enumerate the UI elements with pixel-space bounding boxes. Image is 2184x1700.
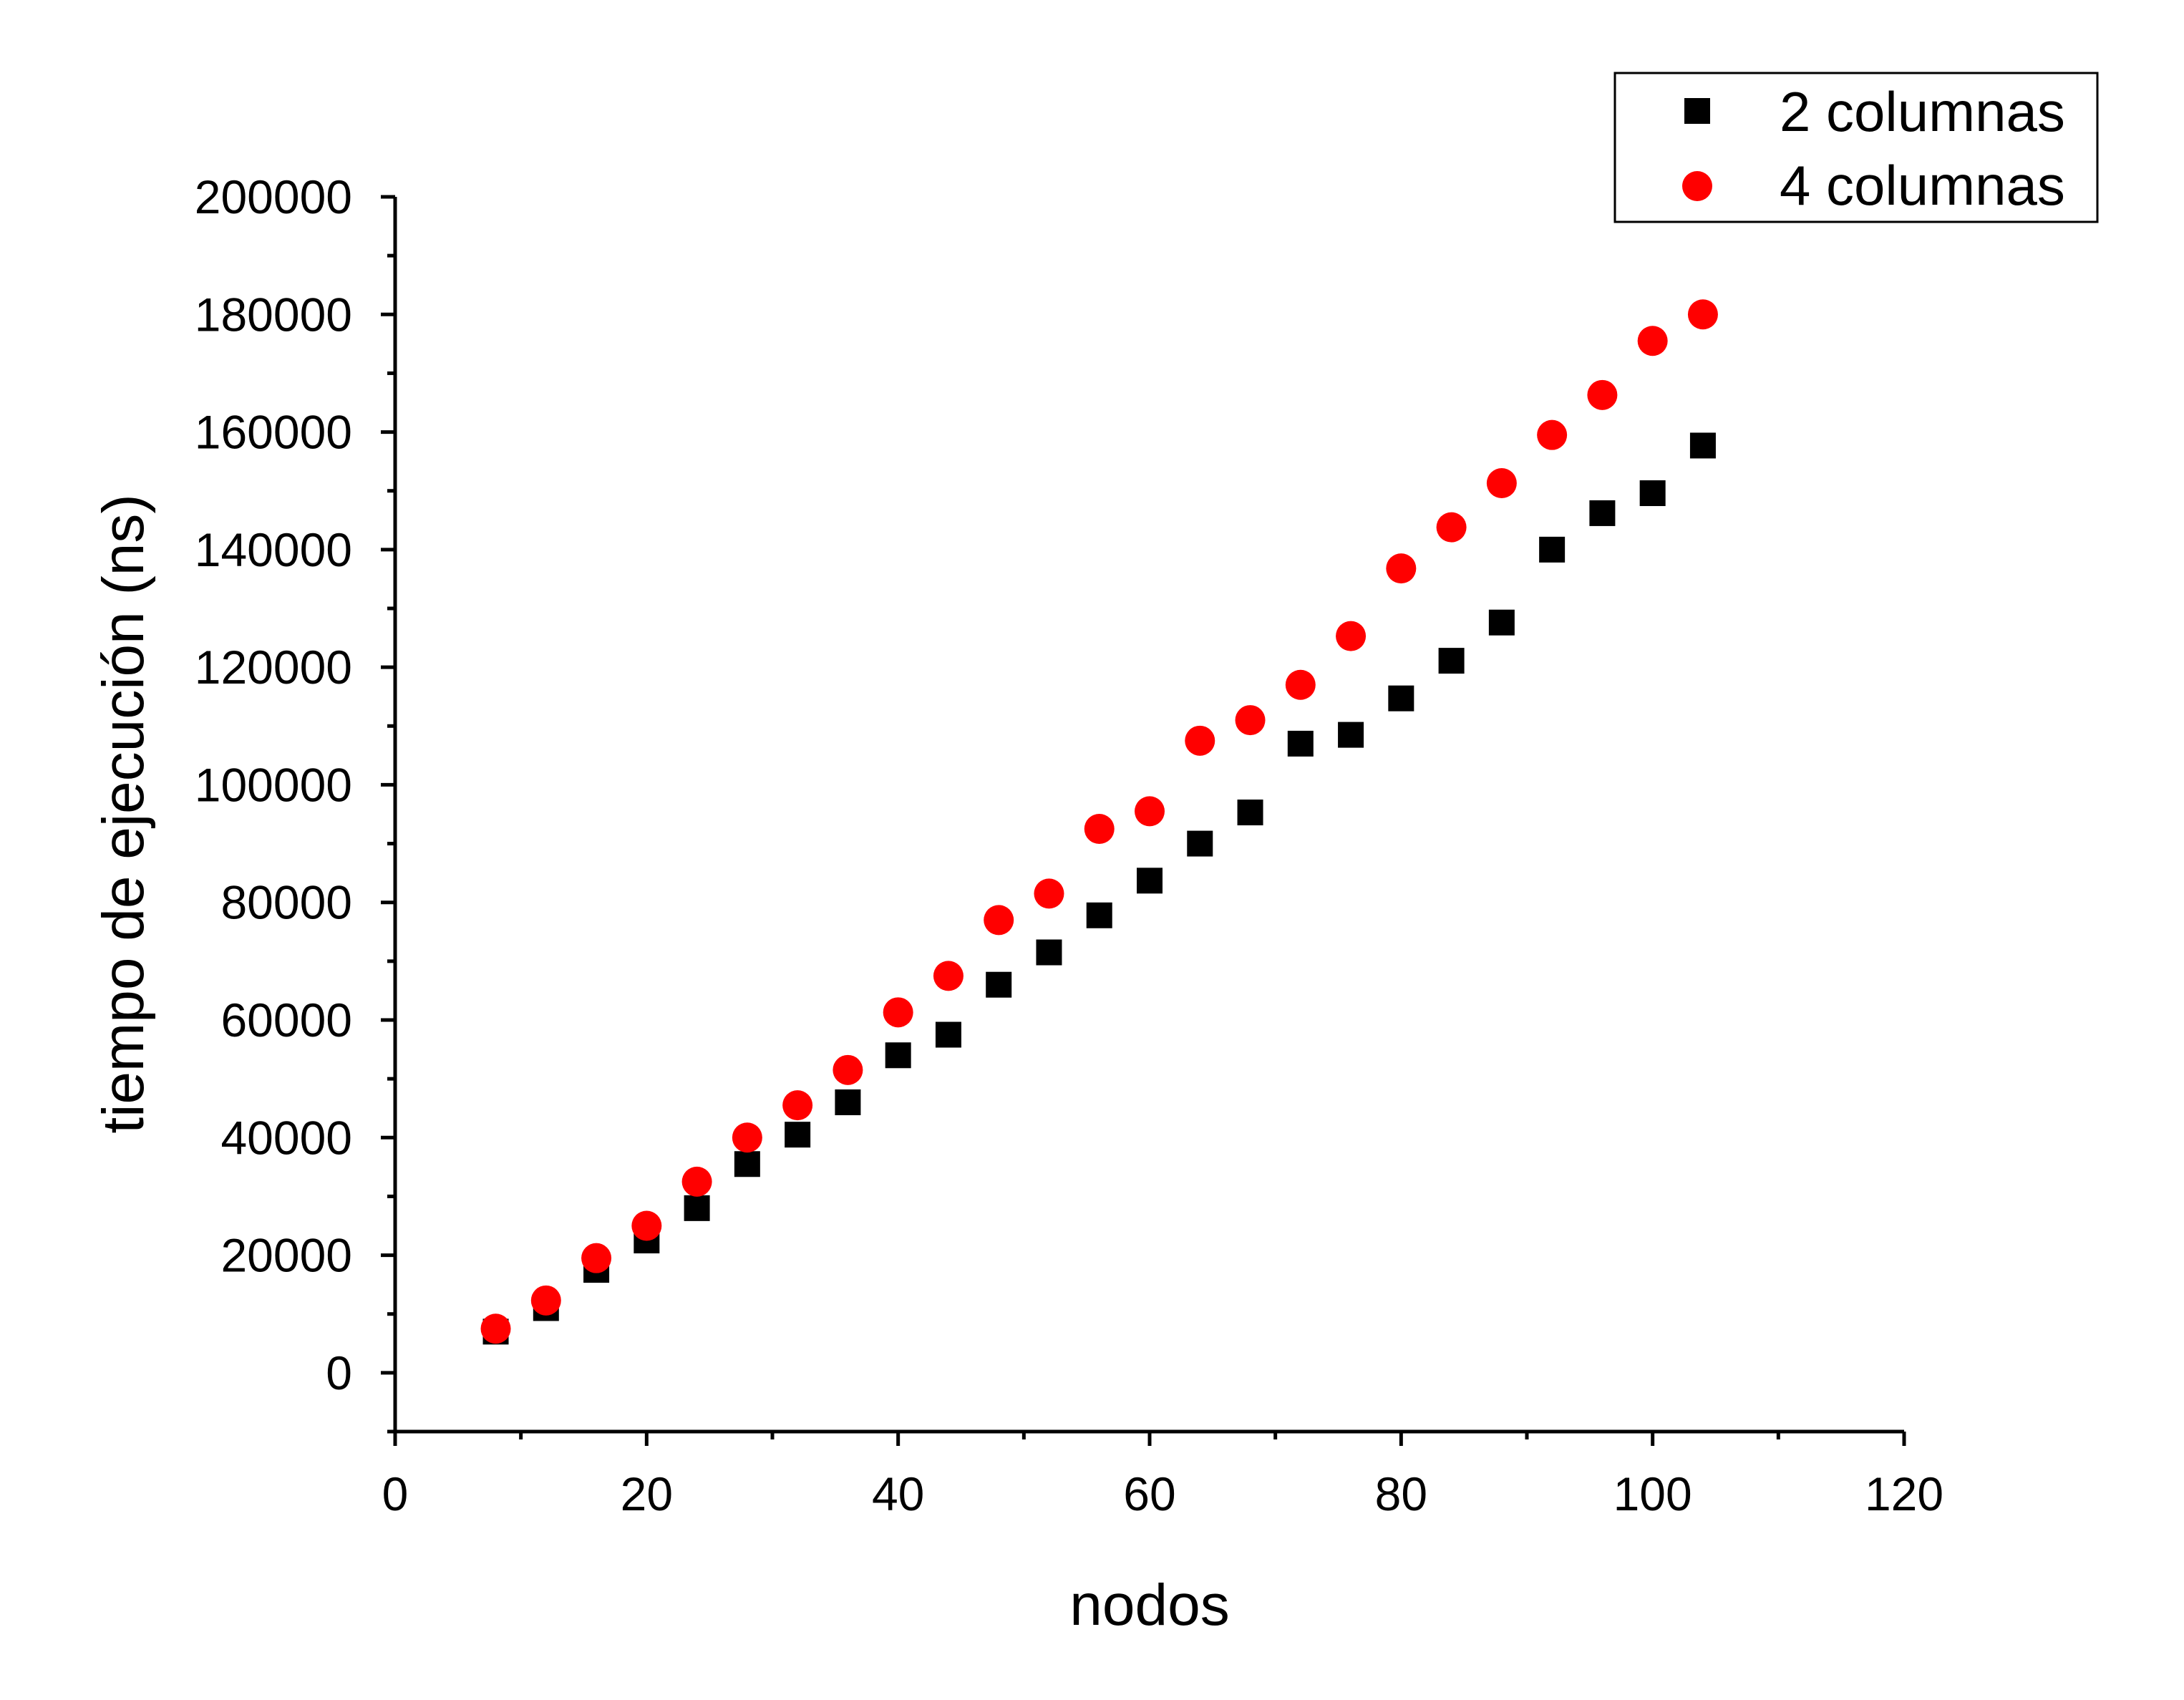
data-point-circle <box>681 1166 712 1197</box>
data-points <box>480 299 1718 1345</box>
data-point-square <box>1137 868 1163 894</box>
data-point-square <box>1086 902 1112 928</box>
data-point-circle <box>1084 814 1115 845</box>
data-point-square <box>1237 800 1263 826</box>
data-point-circle <box>1386 553 1417 584</box>
data-point-circle <box>530 1285 561 1316</box>
y-tick-label: 100000 <box>195 758 352 811</box>
data-point-circle <box>732 1122 762 1153</box>
data-point-circle <box>1185 725 1215 756</box>
data-point-circle <box>1336 621 1367 651</box>
data-point-circle <box>883 997 913 1028</box>
data-point-circle <box>581 1243 612 1273</box>
legend-marker-2-columnas <box>1684 98 1710 124</box>
x-tick-label: 80 <box>1375 1467 1427 1520</box>
data-point-square <box>1689 432 1716 459</box>
data-point-square <box>1589 500 1616 526</box>
data-point-square <box>684 1195 710 1221</box>
x-tick-label: 60 <box>1123 1467 1175 1520</box>
data-point-square <box>885 1042 911 1069</box>
legend: 2 columnas 4 columnas <box>1613 72 2099 223</box>
data-point-square <box>1639 480 1666 506</box>
y-tick-label: 140000 <box>195 523 352 576</box>
data-point-square <box>986 971 1012 998</box>
y-tick-label: 200000 <box>195 170 352 223</box>
y-tick-label: 0 <box>326 1346 352 1399</box>
y-tick-label: 120000 <box>195 641 352 694</box>
y-tick-label: 180000 <box>195 288 352 341</box>
data-point-circle <box>631 1210 662 1241</box>
x-tick-label: 40 <box>872 1467 924 1520</box>
y-axis-title: tiempo de ejecución (ns) <box>91 494 156 1133</box>
series-2 <box>480 299 1718 1344</box>
data-point-circle <box>1034 878 1064 909</box>
data-point-circle <box>1135 796 1165 827</box>
x-tick-label: 100 <box>1613 1467 1692 1520</box>
y-ticks: 0 20000 40000 60000 80000 100000 120000 140000 1… <box>195 170 395 1434</box>
x-ticks: 0 20 40 60 80 100 120 <box>382 1432 1943 1520</box>
data-point-square <box>1187 830 1213 857</box>
data-point-square <box>1438 648 1465 674</box>
data-point-circle <box>833 1054 863 1085</box>
data-point-square <box>785 1122 811 1148</box>
data-point-circle <box>1285 669 1316 700</box>
data-point-square <box>1388 685 1414 711</box>
data-point-square <box>935 1021 961 1048</box>
data-point-circle <box>1687 299 1718 330</box>
x-tick-label: 20 <box>621 1467 673 1520</box>
y-tick-label: 160000 <box>195 406 352 459</box>
data-point-circle <box>782 1090 813 1121</box>
legend-label-4-columnas: 4 columnas <box>1780 154 2065 217</box>
data-point-circle <box>1637 326 1668 356</box>
data-point-square <box>1338 722 1364 748</box>
data-point-square <box>1488 609 1515 636</box>
data-point-circle <box>1587 379 1618 410</box>
y-tick-label: 60000 <box>220 994 352 1046</box>
series-1 <box>482 432 1716 1345</box>
data-point-square <box>1539 536 1566 563</box>
data-point-square <box>1036 939 1062 966</box>
data-point-circle <box>933 961 964 991</box>
data-point-circle <box>1537 419 1568 450</box>
x-tick-label: 120 <box>1865 1467 1943 1520</box>
data-point-circle <box>984 905 1014 936</box>
legend-label-2-columnas: 2 columnas <box>1780 80 2065 143</box>
data-point-circle <box>1436 512 1467 543</box>
y-tick-label: 80000 <box>220 876 352 929</box>
x-tick-label: 0 <box>382 1467 409 1520</box>
data-point-circle <box>1235 705 1266 736</box>
data-point-circle <box>1486 468 1517 499</box>
y-tick-label: 20000 <box>220 1229 352 1282</box>
data-point-square <box>835 1089 861 1115</box>
legend-marker-4-columnas <box>1682 171 1712 201</box>
data-point-square <box>734 1151 760 1177</box>
y-tick-label: 40000 <box>220 1111 352 1164</box>
x-axis-title: nodos <box>1069 1573 1229 1638</box>
data-point-circle <box>480 1313 511 1344</box>
data-point-square <box>1287 730 1314 757</box>
